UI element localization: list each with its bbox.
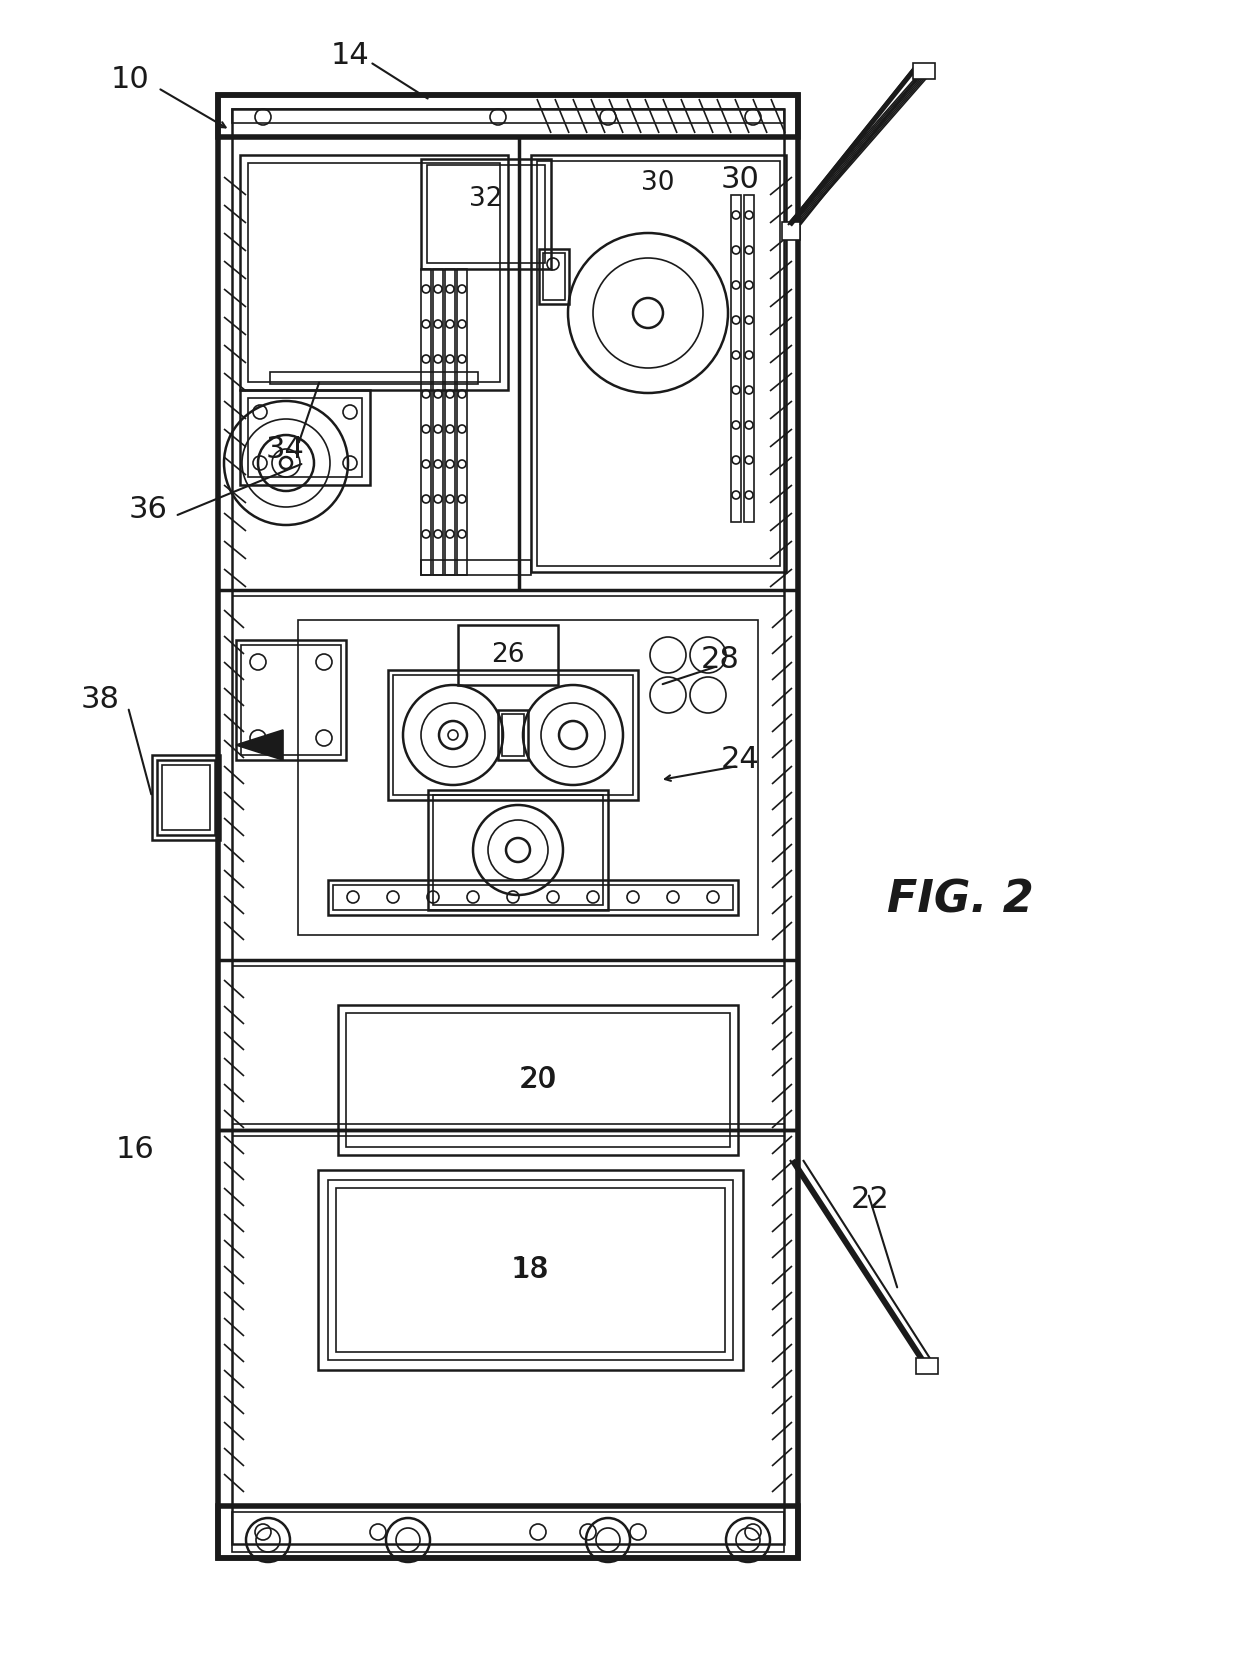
Bar bbox=[298, 620, 758, 936]
Bar bbox=[218, 95, 799, 1557]
Text: 36: 36 bbox=[129, 495, 167, 525]
Bar bbox=[433, 794, 603, 906]
Text: 20: 20 bbox=[518, 1065, 557, 1095]
Bar bbox=[744, 194, 754, 522]
Bar bbox=[422, 560, 531, 575]
Text: 28: 28 bbox=[701, 645, 739, 675]
Bar bbox=[218, 95, 799, 136]
Bar bbox=[916, 1358, 937, 1374]
Text: 34: 34 bbox=[265, 435, 305, 464]
Text: 30: 30 bbox=[641, 170, 675, 196]
Text: 38: 38 bbox=[81, 685, 119, 715]
Text: 10: 10 bbox=[110, 65, 149, 95]
Bar bbox=[346, 1014, 730, 1147]
Bar bbox=[543, 253, 565, 301]
Bar bbox=[502, 715, 525, 756]
Bar bbox=[422, 269, 432, 575]
Bar bbox=[422, 160, 551, 269]
Bar bbox=[458, 269, 467, 575]
Bar bbox=[427, 165, 546, 263]
Text: 18: 18 bbox=[513, 1256, 547, 1283]
Text: 30: 30 bbox=[720, 166, 759, 194]
Bar bbox=[153, 755, 219, 839]
Bar bbox=[388, 670, 639, 799]
Text: 14: 14 bbox=[331, 40, 370, 70]
Bar bbox=[162, 765, 210, 829]
Text: 32: 32 bbox=[469, 186, 502, 213]
Bar bbox=[248, 397, 362, 477]
Bar bbox=[458, 625, 558, 685]
Bar bbox=[339, 1006, 738, 1155]
Bar bbox=[241, 155, 508, 391]
Text: 18: 18 bbox=[511, 1255, 549, 1285]
Bar bbox=[433, 269, 443, 575]
Bar bbox=[218, 1506, 799, 1557]
Bar bbox=[428, 789, 608, 911]
Bar bbox=[317, 1170, 743, 1369]
Polygon shape bbox=[236, 730, 283, 760]
Bar bbox=[913, 63, 935, 80]
Bar bbox=[732, 194, 742, 522]
Text: 16: 16 bbox=[115, 1135, 154, 1165]
Bar bbox=[336, 1188, 725, 1351]
Bar bbox=[329, 1180, 733, 1360]
Bar bbox=[270, 372, 477, 384]
Bar bbox=[782, 223, 800, 239]
Text: FIG. 2: FIG. 2 bbox=[887, 879, 1033, 921]
Bar bbox=[334, 884, 733, 911]
Text: 22: 22 bbox=[851, 1185, 889, 1215]
Bar bbox=[329, 879, 738, 916]
Bar bbox=[232, 110, 784, 123]
Bar bbox=[445, 269, 455, 575]
Bar bbox=[157, 760, 215, 834]
Text: 24: 24 bbox=[720, 746, 759, 774]
Bar bbox=[539, 249, 569, 304]
Bar bbox=[232, 1512, 784, 1552]
Bar bbox=[498, 710, 528, 760]
Bar bbox=[232, 110, 784, 1544]
Bar bbox=[241, 645, 341, 755]
Bar bbox=[393, 675, 632, 794]
Bar bbox=[236, 640, 346, 760]
Bar bbox=[248, 163, 500, 382]
Bar bbox=[537, 161, 780, 567]
Text: 20: 20 bbox=[521, 1067, 554, 1094]
Bar bbox=[241, 391, 370, 485]
Bar bbox=[531, 155, 786, 572]
Text: 26: 26 bbox=[491, 642, 525, 668]
